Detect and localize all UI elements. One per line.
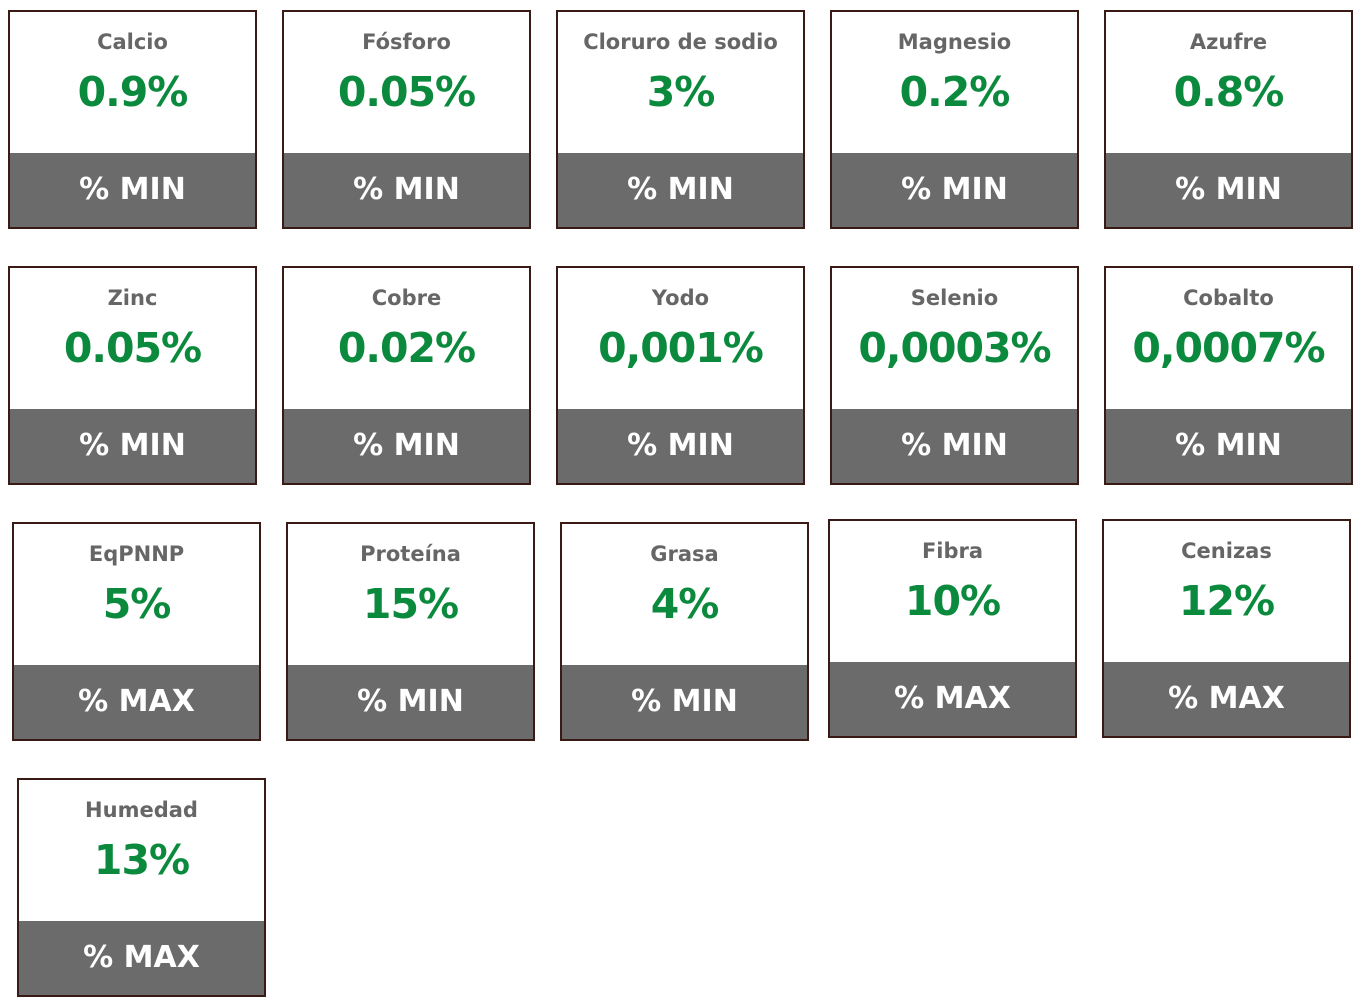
nutrient-label: Grasa: [650, 542, 719, 566]
limit-label: % MIN: [558, 153, 803, 227]
nutrient-label: Cenizas: [1181, 539, 1272, 563]
nutrient-label: Magnesio: [897, 30, 1012, 54]
nutrient-value: 0,001%: [598, 324, 764, 372]
nutrient-label: Calcio: [97, 30, 168, 54]
limit-label: % MIN: [288, 665, 533, 739]
nutrient-value: 4%: [650, 580, 720, 628]
nutrient-card: Magnesio 0.2% % MIN: [830, 10, 1079, 229]
nutrient-value: 0.8%: [1173, 68, 1285, 116]
nutrient-card: Selenio 0,0003% % MIN: [830, 266, 1079, 485]
nutrient-label: Cobalto: [1183, 286, 1274, 310]
limit-label: % MIN: [562, 665, 807, 739]
nutrient-label: Fósforo: [362, 30, 451, 54]
limit-label: % MAX: [830, 662, 1075, 736]
limit-label: % MIN: [1106, 409, 1351, 483]
limit-label: % MIN: [284, 409, 529, 483]
nutrient-card: Calcio 0.9% % MIN: [8, 10, 257, 229]
nutrient-card: Fibra 10% % MAX: [828, 519, 1077, 738]
limit-label: % MIN: [1106, 153, 1351, 227]
nutrient-value: 12%: [1178, 577, 1275, 625]
nutrient-label: EqPNNP: [88, 542, 185, 566]
nutrient-label: Selenio: [910, 286, 999, 310]
limit-label: % MAX: [14, 665, 259, 739]
nutrient-card: Proteína 15% % MIN: [286, 522, 535, 741]
nutrient-card: Cloruro de sodio 3% % MIN: [556, 10, 805, 229]
nutrient-card: Cobalto 0,0007% % MIN: [1104, 266, 1353, 485]
nutrient-value: 10%: [904, 577, 1001, 625]
nutrient-value: 0.9%: [77, 68, 189, 116]
limit-label: % MIN: [558, 409, 803, 483]
nutrient-value: 13%: [93, 836, 190, 884]
nutrient-value: 0,0007%: [1132, 324, 1325, 372]
nutrient-value: 0,0003%: [858, 324, 1051, 372]
nutrient-label: Yodo: [651, 286, 710, 310]
nutrient-label: Proteína: [360, 542, 461, 566]
nutrient-value: 15%: [362, 580, 459, 628]
nutrient-card: EqPNNP 5% % MAX: [12, 522, 261, 741]
nutrient-label: Cloruro de sodio: [583, 30, 778, 54]
limit-label: % MIN: [284, 153, 529, 227]
limit-label: % MIN: [10, 409, 255, 483]
nutrient-card: Humedad 13% % MAX: [17, 778, 266, 997]
nutrient-value: 0.02%: [337, 324, 476, 372]
nutrient-value: 0.2%: [899, 68, 1011, 116]
limit-label: % MAX: [1104, 662, 1349, 736]
nutrient-label: Fibra: [921, 539, 984, 563]
nutrient-label: Humedad: [85, 798, 198, 822]
limit-label: % MIN: [832, 153, 1077, 227]
nutrient-value: 0.05%: [63, 324, 202, 372]
nutrient-card: Grasa 4% % MIN: [560, 522, 809, 741]
limit-label: % MAX: [19, 921, 264, 995]
nutrient-card: Cobre 0.02% % MIN: [282, 266, 531, 485]
nutrient-value: 3%: [646, 68, 716, 116]
nutrient-label: Zinc: [107, 286, 158, 310]
nutrient-card: Cenizas 12% % MAX: [1102, 519, 1351, 738]
limit-label: % MIN: [10, 153, 255, 227]
nutrient-card: Yodo 0,001% % MIN: [556, 266, 805, 485]
nutrient-card: Zinc 0.05% % MIN: [8, 266, 257, 485]
nutrient-value: 0.05%: [337, 68, 476, 116]
nutrient-value: 5%: [102, 580, 172, 628]
nutrient-card: Fósforo 0.05% % MIN: [282, 10, 531, 229]
limit-label: % MIN: [832, 409, 1077, 483]
nutrient-label: Cobre: [371, 286, 442, 310]
nutrient-label: Azufre: [1189, 30, 1268, 54]
nutrient-card: Azufre 0.8% % MIN: [1104, 10, 1353, 229]
